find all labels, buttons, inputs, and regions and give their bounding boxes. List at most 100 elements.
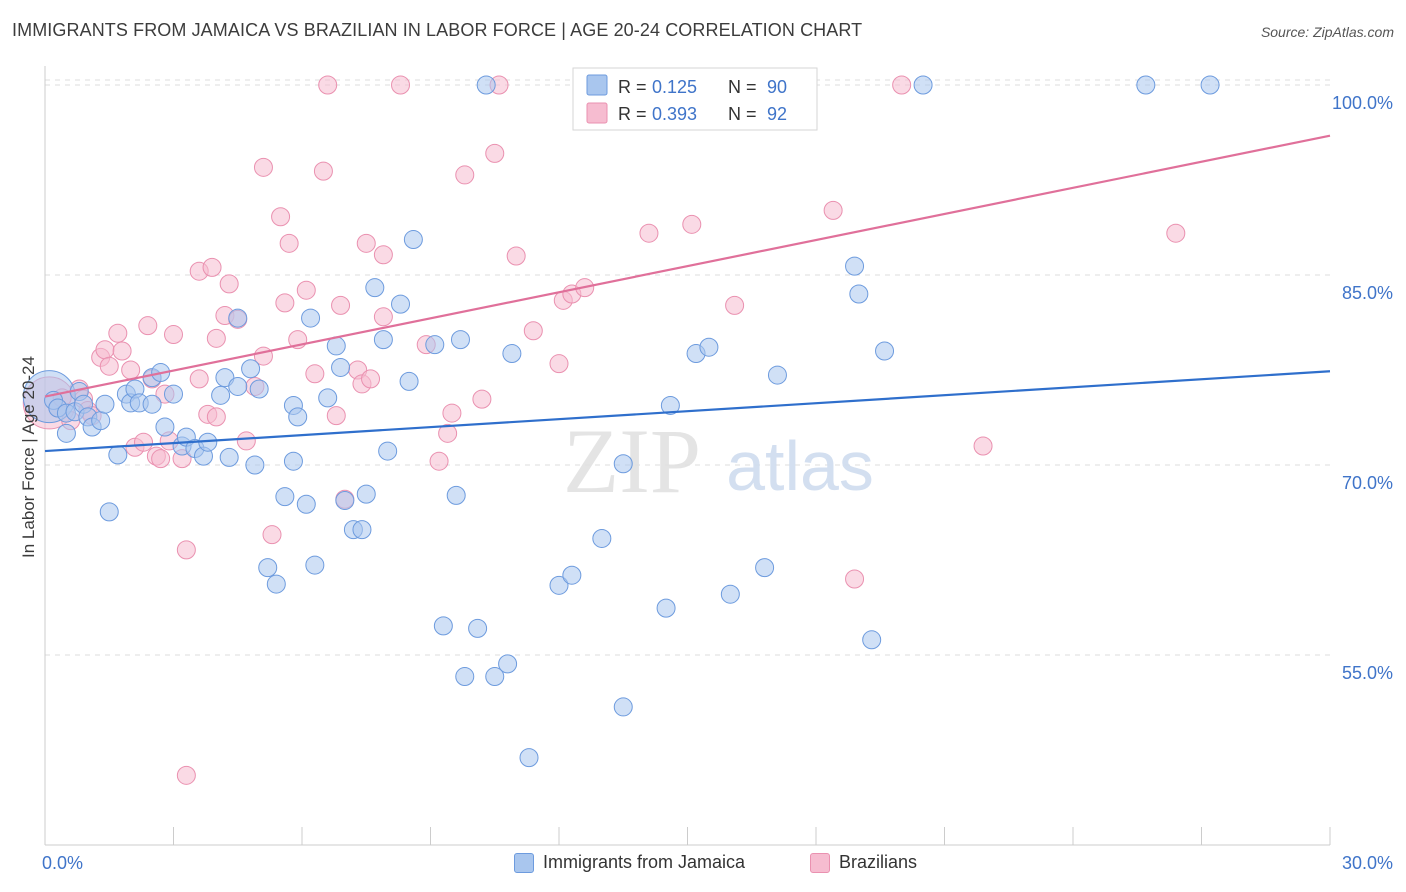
y-tick-label: 55.0% — [1342, 663, 1393, 683]
data-point-jamaica — [283, 451, 303, 471]
data-point-brazilians — [549, 354, 569, 374]
data-point-brazilians — [442, 403, 462, 423]
legend-n-value-jamaica: 90 — [767, 77, 787, 97]
data-point-brazilians — [823, 200, 843, 220]
data-point-jamaica — [275, 487, 295, 507]
data-point-brazilians — [725, 295, 745, 315]
data-point-brazilians — [373, 307, 393, 327]
data-point-jamaica — [335, 490, 355, 510]
data-point-brazilians — [202, 257, 222, 277]
y-tick-label: 100.0% — [1332, 93, 1393, 113]
data-point-jamaica — [241, 359, 261, 379]
data-point-jamaica — [95, 394, 115, 414]
data-point-jamaica — [211, 385, 231, 405]
legend-r-label-jamaica: R = — [618, 77, 647, 97]
data-point-brazilians — [429, 451, 449, 471]
data-point-jamaica — [455, 667, 475, 687]
watermark: ZIP atlas — [563, 410, 874, 512]
data-point-brazilians — [845, 569, 865, 589]
data-point-jamaica — [399, 371, 419, 391]
data-point-brazilians — [151, 449, 171, 469]
data-point-brazilians — [121, 360, 141, 380]
data-point-jamaica — [476, 75, 496, 95]
legend-r-value-brazilians: 0.393 — [652, 104, 697, 124]
data-point-jamaica — [99, 502, 119, 522]
data-point-jamaica — [519, 748, 539, 768]
data-point-jamaica — [485, 667, 505, 687]
data-point-jamaica — [258, 558, 278, 578]
legend-swatch-jamaica-bottom — [514, 852, 534, 873]
legend-swatch-brazilians-bottom — [810, 852, 830, 873]
data-point-jamaica — [301, 308, 321, 328]
data-point-brazilians — [219, 274, 239, 294]
x-tick-label: 30.0% — [1342, 853, 1393, 873]
data-point-jamaica — [228, 376, 248, 396]
data-point-jamaica — [318, 388, 338, 408]
data-point-brazilians — [206, 407, 226, 427]
data-point-brazilians — [95, 340, 115, 360]
axes — [44, 66, 1331, 846]
source-label: Source: ZipAtlas.com — [1260, 24, 1394, 40]
data-point-brazilians — [506, 246, 526, 266]
legend-item-brazilians: Brazilians — [810, 852, 917, 873]
data-point-brazilians — [253, 157, 273, 177]
data-point-jamaica — [164, 384, 183, 404]
data-point-jamaica — [425, 335, 445, 355]
data-point-jamaica — [91, 411, 111, 431]
legend-label-jamaica: Immigrants from Jamaica — [543, 852, 746, 872]
data-point-brazilians — [108, 323, 128, 343]
tick-labels: 55.0% 70.0% 85.0% 100.0% 0.0% 30.0% — [42, 93, 1393, 873]
data-point-brazilians — [331, 295, 351, 315]
data-point-jamaica — [373, 330, 393, 350]
data-point-brazilians — [682, 214, 702, 234]
data-point-jamaica — [378, 441, 398, 461]
trend-lines — [44, 134, 1331, 453]
data-point-jamaica — [1200, 75, 1220, 95]
data-point-brazilians — [438, 423, 458, 443]
data-point-brazilians — [472, 389, 492, 409]
data-point-brazilians — [275, 293, 295, 313]
data-point-jamaica — [468, 618, 488, 638]
data-point-brazilians — [639, 223, 659, 243]
data-point-jamaica — [562, 565, 582, 585]
data-point-jamaica — [331, 357, 351, 377]
data-point-jamaica — [446, 485, 466, 505]
data-point-jamaica — [613, 454, 633, 474]
data-point-jamaica — [849, 284, 869, 304]
x-tick-label: 0.0% — [42, 853, 83, 873]
data-point-jamaica — [592, 528, 612, 548]
data-point-brazilians — [356, 233, 376, 253]
data-point-jamaica — [875, 341, 895, 361]
data-point-brazilians — [138, 316, 158, 336]
trend-line-brazilians — [44, 134, 1331, 398]
gridlines — [45, 79, 1330, 656]
data-point-brazilians — [973, 436, 993, 456]
data-point-brazilians — [373, 245, 393, 265]
data-point-jamaica — [266, 574, 286, 594]
legend-label-brazilians: Brazilians — [839, 852, 918, 872]
data-point-jamaica — [305, 555, 325, 575]
data-point-jamaica — [660, 395, 680, 415]
data-point-brazilians — [296, 280, 316, 300]
data-point-brazilians — [99, 356, 119, 376]
data-point-jamaica — [720, 584, 740, 604]
data-point-jamaica — [862, 630, 882, 650]
legend-swatch-brazilians — [586, 102, 608, 124]
legend-r-label-brazilians: R = — [618, 104, 647, 124]
jamaica-points — [22, 75, 1220, 768]
data-point-brazilians — [164, 325, 183, 345]
data-point-jamaica — [913, 75, 933, 95]
legend-swatch-jamaica — [586, 74, 608, 96]
data-point-brazilians — [313, 161, 333, 181]
data-point-brazilians — [1166, 223, 1186, 243]
data-point-jamaica — [755, 558, 775, 578]
data-point-jamaica — [245, 455, 265, 475]
data-point-jamaica — [288, 407, 308, 427]
data-point-jamaica — [403, 230, 423, 250]
data-point-brazilians — [485, 143, 505, 163]
data-point-brazilians — [305, 364, 325, 384]
y-tick-label: 85.0% — [1342, 283, 1393, 303]
data-point-brazilians — [134, 432, 154, 452]
data-point-jamaica — [656, 598, 676, 618]
